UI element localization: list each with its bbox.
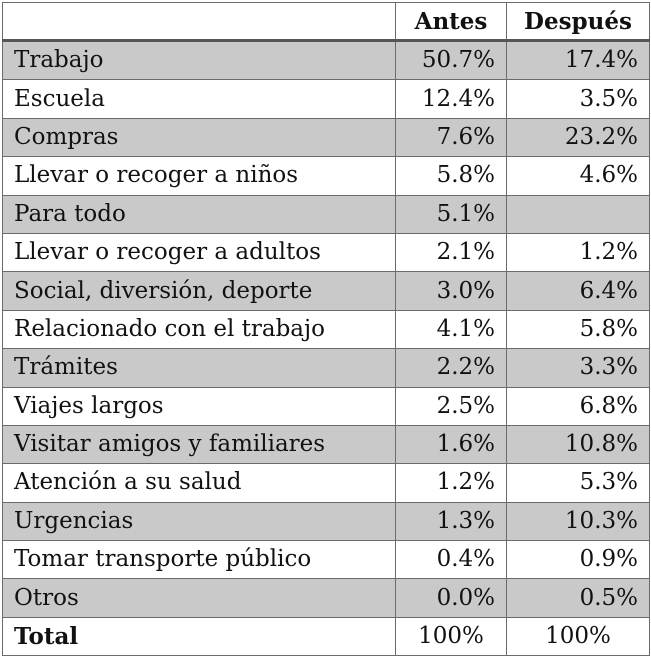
row-despues-value: 6.4% bbox=[506, 271, 650, 311]
row-label: Social, diversión, deporte bbox=[2, 271, 396, 311]
row-despues-value: 6.8% bbox=[506, 386, 650, 426]
row-despues-value: 0.9% bbox=[506, 540, 650, 580]
row-despues-value: 4.6% bbox=[506, 156, 650, 196]
row-despues-value bbox=[506, 194, 650, 234]
table-row: Trámites 2.2% 3.3% bbox=[2, 348, 650, 388]
table-row: Visitar amigos y familiares 1.6% 10.8% bbox=[2, 424, 650, 465]
row-antes-value: 1.6% bbox=[395, 424, 507, 465]
row-label: Trabajo bbox=[2, 39, 396, 81]
trip-purpose-table: Antes Después Trabajo 50.7% 17.4% Escuel… bbox=[2, 2, 650, 657]
row-antes-value: 5.1% bbox=[395, 194, 507, 234]
table-row: Compras 7.6% 23.2% bbox=[2, 117, 650, 158]
header-empty-cell bbox=[2, 2, 396, 41]
table-row: Atención a su salud 1.2% 5.3% bbox=[2, 463, 650, 503]
row-label: Relacionado con el trabajo bbox=[2, 309, 396, 350]
row-label: Trámites bbox=[2, 348, 396, 388]
row-label: Llevar o recoger a adultos bbox=[2, 232, 396, 273]
row-antes-value: 3.0% bbox=[395, 271, 507, 311]
row-label: Llevar o recoger a niños bbox=[2, 156, 396, 196]
row-despues-value: 5.3% bbox=[506, 463, 650, 503]
row-despues-value: 3.5% bbox=[506, 79, 650, 119]
row-antes-value: 2.2% bbox=[395, 348, 507, 388]
table-row: Otros 0.0% 0.5% bbox=[2, 578, 650, 618]
row-antes-value: 2.1% bbox=[395, 232, 507, 273]
row-antes-value: 2.5% bbox=[395, 386, 507, 426]
table-row: Relacionado con el trabajo 4.1% 5.8% bbox=[2, 309, 650, 350]
table-row: Llevar o recoger a adultos 2.1% 1.2% bbox=[2, 232, 650, 273]
table-row: Social, diversión, deporte 3.0% 6.4% bbox=[2, 271, 650, 311]
table-row: Escuela 12.4% 3.5% bbox=[2, 79, 650, 119]
row-antes-value: 7.6% bbox=[395, 117, 507, 158]
row-antes-value: 50.7% bbox=[395, 39, 507, 81]
row-antes-value: 0.0% bbox=[395, 578, 507, 618]
row-despues-value: 17.4% bbox=[506, 39, 650, 81]
row-antes-value: 12.4% bbox=[395, 79, 507, 119]
total-antes-value: 100% bbox=[395, 616, 507, 657]
row-despues-value: 0.5% bbox=[506, 578, 650, 618]
row-label: Escuela bbox=[2, 79, 396, 119]
header-row: Antes Después bbox=[2, 2, 650, 41]
table-body: Trabajo 50.7% 17.4% Escuela 12.4% 3.5% C… bbox=[2, 39, 650, 657]
table-row: Urgencias 1.3% 10.3% bbox=[2, 501, 650, 542]
row-antes-value: 0.4% bbox=[395, 540, 507, 580]
row-antes-value: 4.1% bbox=[395, 309, 507, 350]
row-despues-value: 3.3% bbox=[506, 348, 650, 388]
row-despues-value: 1.2% bbox=[506, 232, 650, 273]
row-label: Para todo bbox=[2, 194, 396, 234]
row-label: Viajes largos bbox=[2, 386, 396, 426]
row-despues-value: 5.8% bbox=[506, 309, 650, 350]
total-despues-value: 100% bbox=[506, 616, 650, 657]
row-label: Tomar transporte público bbox=[2, 540, 396, 580]
row-label: Otros bbox=[2, 578, 396, 618]
header-despues: Después bbox=[506, 2, 650, 41]
header-antes: Antes bbox=[395, 2, 507, 41]
row-label: Atención a su salud bbox=[2, 463, 396, 503]
table-row: Viajes largos 2.5% 6.8% bbox=[2, 386, 650, 426]
table-row: Trabajo 50.7% 17.4% bbox=[2, 39, 650, 81]
total-label: Total bbox=[2, 616, 396, 657]
table-row: Llevar o recoger a niños 5.8% 4.6% bbox=[2, 156, 650, 196]
row-despues-value: 23.2% bbox=[506, 117, 650, 158]
row-despues-value: 10.3% bbox=[506, 501, 650, 542]
row-antes-value: 5.8% bbox=[395, 156, 507, 196]
row-label: Compras bbox=[2, 117, 396, 158]
table-row: Para todo 5.1% bbox=[2, 194, 650, 234]
total-row: Total 100% 100% bbox=[2, 616, 650, 657]
row-despues-value: 10.8% bbox=[506, 424, 650, 465]
table-row: Tomar transporte público 0.4% 0.9% bbox=[2, 540, 650, 580]
row-antes-value: 1.2% bbox=[395, 463, 507, 503]
row-label: Urgencias bbox=[2, 501, 396, 542]
row-antes-value: 1.3% bbox=[395, 501, 507, 542]
row-label: Visitar amigos y familiares bbox=[2, 424, 396, 465]
